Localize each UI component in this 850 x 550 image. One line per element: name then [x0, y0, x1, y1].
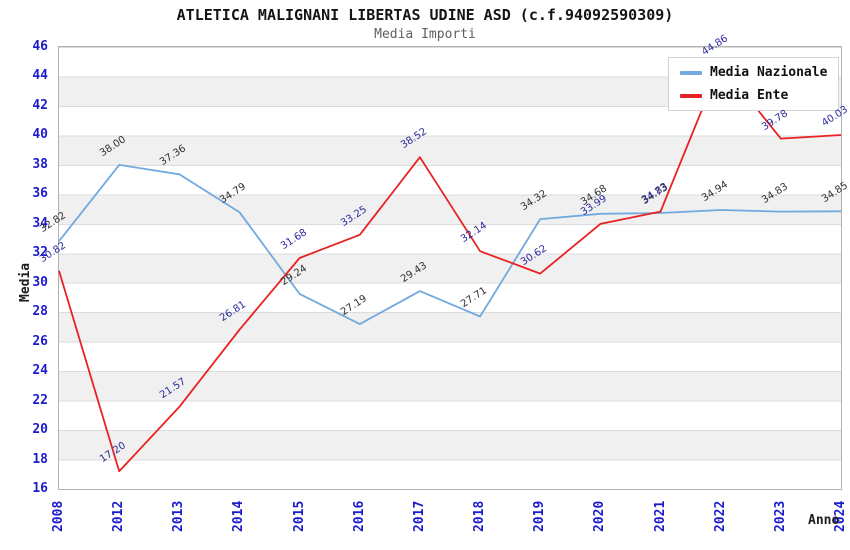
chart-subtitle: Media Importi	[374, 27, 476, 42]
x-tick-label: 2020	[592, 500, 608, 532]
legend-label: Media Nazionale	[710, 65, 828, 80]
y-tick-label: 42	[32, 97, 48, 113]
y-tick-label: 20	[32, 422, 48, 438]
x-tick-label: 2015	[291, 500, 307, 532]
legend-item-media-nazionale: Media Nazionale	[680, 65, 827, 80]
y-tick-label: 32	[32, 245, 48, 261]
x-tick-label: 2013	[171, 500, 187, 532]
x-tick-label: 2022	[712, 500, 728, 532]
y-tick-label: 24	[32, 363, 48, 379]
y-tick-label: 18	[32, 451, 48, 467]
x-tick-label: 2016	[351, 500, 367, 532]
x-axis-title: Anno	[808, 513, 840, 528]
y-tick-label: 40	[32, 127, 48, 143]
x-tick-label: 2014	[231, 500, 247, 532]
x-tick-label: 2023	[772, 500, 788, 532]
legend-label: Media Ente	[710, 88, 789, 103]
y-tick-label: 46	[32, 39, 48, 54]
y-tick-label: 26	[32, 333, 48, 349]
chart-title: ATLETICA MALIGNANI LIBERTAS UDINE ASD (c…	[176, 6, 674, 24]
y-tick-label: 36	[32, 186, 48, 202]
legend-swatch	[680, 93, 702, 98]
y-tick-label: 16	[32, 481, 48, 496]
y-axis-title: Media	[18, 262, 33, 302]
legend-swatch	[680, 70, 702, 75]
x-tick-label: 2019	[532, 500, 548, 532]
x-tick-label: 2021	[652, 500, 668, 532]
y-tick-label: 34	[32, 215, 48, 231]
x-tick-label: 2012	[111, 500, 127, 532]
x-tick-label: 2008	[51, 500, 66, 532]
y-tick-label: 28	[32, 304, 48, 320]
y-tick-label: 38	[32, 156, 48, 172]
legend: Media Nazionale Media Ente	[668, 57, 840, 111]
y-tick-label: 44	[32, 68, 48, 84]
y-tick-label: 22	[32, 392, 48, 408]
x-tick-label: 2018	[472, 500, 488, 532]
x-tick-label: 2017	[411, 500, 427, 532]
y-tick-label: 30	[32, 274, 48, 290]
legend-item-media-ente: Media Ente	[680, 88, 827, 103]
plot-area	[58, 46, 842, 490]
